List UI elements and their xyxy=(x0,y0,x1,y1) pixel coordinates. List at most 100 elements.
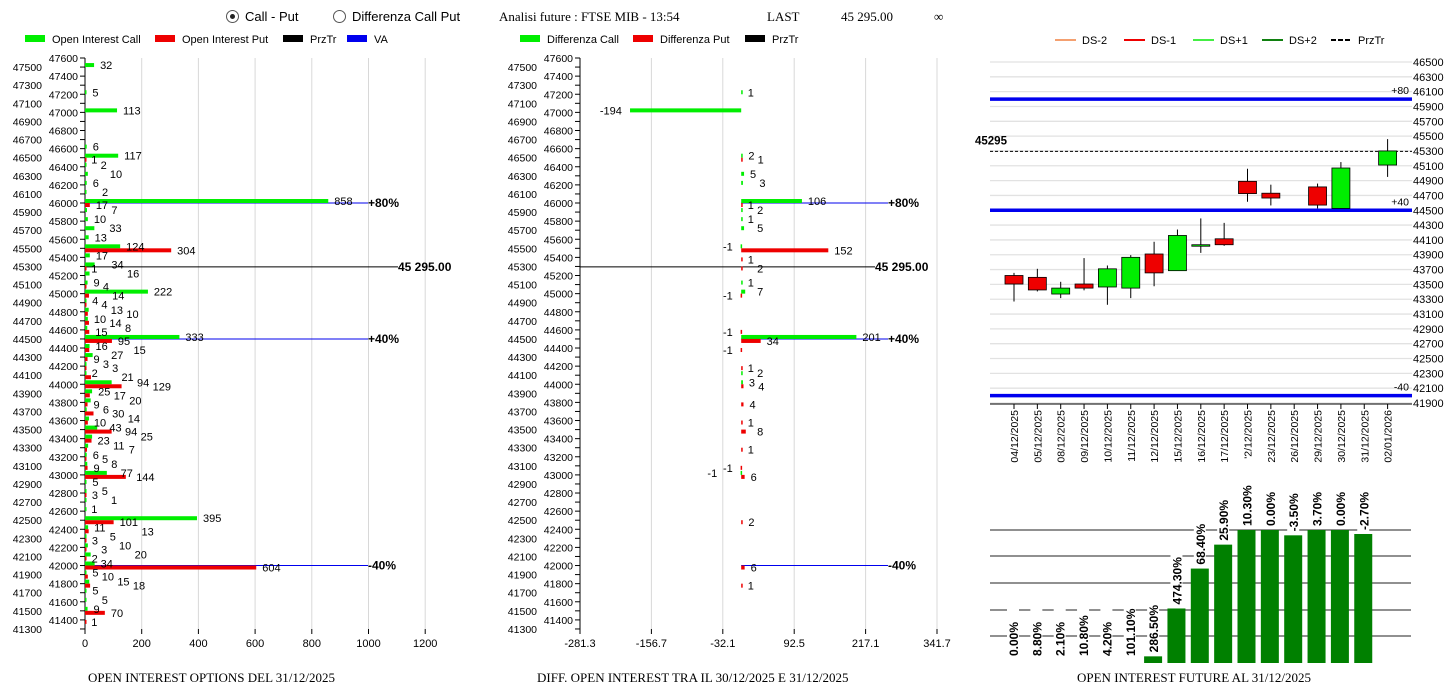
call-bar xyxy=(85,199,329,204)
put-bar xyxy=(85,302,87,307)
y-tick-label: 41300 xyxy=(13,624,42,636)
put-bar-label: 1 xyxy=(91,263,97,275)
put-bar xyxy=(85,438,92,443)
y-tick-label: 41300 xyxy=(508,624,537,636)
oi-bar xyxy=(1260,530,1279,663)
call-bar xyxy=(85,489,87,494)
candle-body xyxy=(1168,235,1187,272)
call-bar xyxy=(741,371,743,376)
call-bar-label: 33 xyxy=(109,223,121,235)
oi-bar-label: 10.30% xyxy=(1241,485,1255,526)
oi-bar-label: 4.20% xyxy=(1100,622,1114,656)
call-bar xyxy=(85,561,95,566)
y-tick-label: 45500 xyxy=(1413,131,1444,143)
put-bar xyxy=(85,538,87,543)
call-bar xyxy=(85,416,89,421)
y-tick-label: 46900 xyxy=(508,116,537,128)
call-bar xyxy=(741,180,743,185)
date-label: 04/12/2025 xyxy=(1009,410,1021,463)
y-tick-label: 42800 xyxy=(49,488,78,500)
y-tick-label: 42700 xyxy=(13,497,42,509)
y-tick-label: 45100 xyxy=(1413,161,1444,173)
last-value: 45 295.00 xyxy=(841,9,893,24)
call-bar-label: 8 xyxy=(125,323,131,335)
put-bar xyxy=(741,338,761,343)
y-tick-label: 47300 xyxy=(13,80,42,92)
call-bar xyxy=(85,244,121,249)
call-bar xyxy=(630,108,742,113)
oi-bar-label-bg xyxy=(1193,514,1206,567)
call-bar xyxy=(741,199,802,204)
y-tick-label: 47300 xyxy=(508,80,537,92)
y-tick-label: 43100 xyxy=(13,461,42,473)
date-label: 15/12/2025 xyxy=(1172,410,1184,463)
call-bar-label: 10 xyxy=(110,169,122,181)
call-bar-label: -1 xyxy=(707,468,717,480)
legend-label: Differenza Put xyxy=(660,34,730,46)
call-bar xyxy=(85,289,148,294)
call-bar xyxy=(85,407,87,412)
y-tick-label: 47200 xyxy=(544,89,573,101)
put-bar-label: -1 xyxy=(723,291,733,303)
oi-bar xyxy=(1284,535,1303,663)
y-tick-label: 46000 xyxy=(544,198,573,210)
call-bar xyxy=(85,425,98,430)
put-bar xyxy=(740,329,743,334)
radio-call-put-label[interactable]: Call - Put xyxy=(245,9,299,24)
y-tick-label: 43700 xyxy=(1413,265,1444,277)
call-bar-label: 2 xyxy=(757,205,763,217)
call-bar-label: 6 xyxy=(93,142,99,154)
call-bar-label: 25 xyxy=(141,432,153,444)
y-tick-label: 46500 xyxy=(1413,57,1444,69)
put-bar xyxy=(85,583,91,588)
call-bar-label: 106 xyxy=(808,196,826,208)
call-bar-label: 3 xyxy=(103,359,109,371)
put-bar-label: 95 xyxy=(118,336,130,348)
put-bar-label: 13 xyxy=(142,526,154,538)
call-bar xyxy=(85,271,90,276)
call-bar-label: -1 xyxy=(723,241,733,253)
call-bar xyxy=(85,534,87,539)
call-bar xyxy=(85,452,87,457)
y-tick-label: 42300 xyxy=(508,533,537,545)
y-tick-label: 44700 xyxy=(1413,190,1444,202)
candle-body xyxy=(1098,268,1117,288)
radio-differenza-call-put[interactable] xyxy=(333,10,346,23)
put-bar xyxy=(85,248,172,253)
put-bar xyxy=(740,293,743,298)
y-tick-label: 47100 xyxy=(13,98,42,110)
radio-differenza-label[interactable]: Differenza Call Put xyxy=(352,9,461,24)
oi-future-title: OPEN INTEREST FUTURE AL 31/12/2025 xyxy=(1077,670,1312,685)
y-tick-label: 45800 xyxy=(49,216,78,228)
y-tick-label: 43300 xyxy=(1413,294,1444,306)
y-tick-label: 42900 xyxy=(508,479,537,491)
put-bar xyxy=(741,429,746,434)
legend-label: VA xyxy=(374,34,389,46)
radio-call-put[interactable] xyxy=(226,10,239,23)
oi-bar-label-bg xyxy=(1263,476,1276,528)
oi-bar-label-bg xyxy=(1030,606,1043,658)
put-bar-label: 304 xyxy=(177,245,195,257)
y-tick-label: 44400 xyxy=(49,343,78,355)
put-bar xyxy=(741,257,743,262)
put-bar xyxy=(741,520,743,525)
candle-body xyxy=(1214,238,1234,246)
call-bar-label: 13 xyxy=(95,232,107,244)
oi-bar xyxy=(1307,530,1326,663)
call-bar-label: 7 xyxy=(111,205,117,217)
y-tick-label: 43500 xyxy=(1413,279,1444,291)
y-tick-label: 47600 xyxy=(544,53,573,65)
y-tick-label: 42900 xyxy=(1413,324,1444,336)
put-bar xyxy=(85,284,87,289)
call-bar-label: 2 xyxy=(101,160,107,172)
y-tick-label: 43700 xyxy=(508,406,537,418)
oi-bar-label: 8.80% xyxy=(1030,622,1044,656)
call-bar xyxy=(85,162,87,167)
y-tick-label: 44100 xyxy=(13,370,42,382)
y-tick-label: 41800 xyxy=(544,579,573,591)
y-tick-label: 45100 xyxy=(13,280,42,292)
y-tick-label: 46200 xyxy=(544,180,573,192)
put-bar xyxy=(85,556,87,561)
y-tick-label: 46300 xyxy=(508,171,537,183)
